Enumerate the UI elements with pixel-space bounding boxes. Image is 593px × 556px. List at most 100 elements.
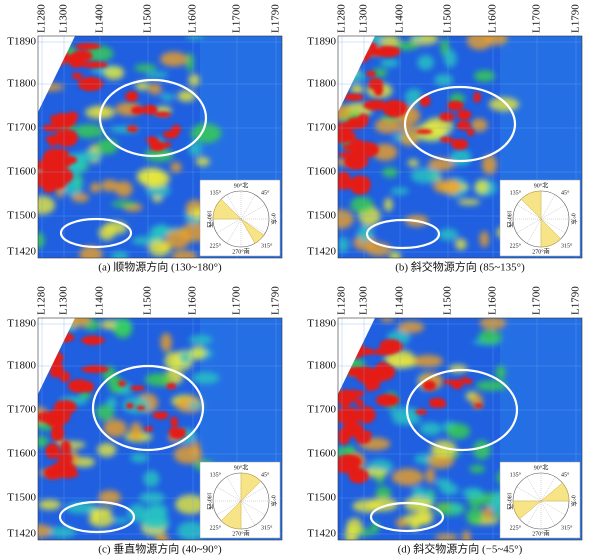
highlight-ellipse (369, 501, 445, 533)
y-label: T1500 (7, 210, 36, 222)
map-frame (337, 35, 583, 259)
x-label: L1500 (142, 286, 154, 315)
y-label: T1500 (307, 492, 336, 504)
x-label: L1700 (231, 286, 243, 315)
rose-label: 180°西 (506, 210, 513, 227)
x-label: L1280 (36, 4, 48, 33)
panel-caption: (c) 垂直物源方向 (40~90°) (98, 542, 222, 556)
x-label: L1500 (142, 4, 154, 33)
y-label: T1420 (307, 528, 336, 540)
rose-diagram: 90°北 45° 135° 225° 270°南 315° 180°西 0°东 (199, 179, 281, 257)
panel: L1280 L1300 L1400 L1500 L1600 L1700 L1790 T1890… (307, 4, 583, 274)
x-label: L1700 (531, 4, 543, 33)
rose-label: 135° (210, 189, 222, 196)
y-label: T1890 (7, 36, 36, 48)
rose-label: 0°东 (570, 213, 578, 224)
rose-label: 90°北 (534, 463, 548, 471)
highlight-ellipse (91, 364, 205, 452)
x-label: L1280 (336, 4, 348, 33)
rose-petal (240, 472, 262, 502)
y-label: T1890 (7, 318, 36, 330)
rose-label: 0°东 (270, 213, 278, 224)
y-label: T1890 (307, 36, 336, 48)
highlight-ellipse (58, 500, 136, 534)
y-label: T1420 (7, 528, 36, 540)
x-label: L1500 (442, 286, 454, 315)
y-label: T1600 (307, 448, 336, 460)
x-label: L1790 (270, 286, 282, 315)
highlight-ellipse (365, 218, 441, 250)
y-label: T1500 (7, 492, 36, 504)
y-label: T1800 (7, 360, 36, 372)
rose-label: 45° (261, 471, 270, 478)
y-label: T1420 (307, 246, 336, 258)
x-label: L1700 (231, 4, 243, 33)
x-label: L1400 (94, 286, 106, 315)
x-label: L1400 (394, 286, 406, 315)
rose-label: 225° (510, 242, 522, 249)
rose-label: 225° (210, 524, 222, 531)
y-label: T1600 (307, 166, 336, 178)
rose-label: 0°东 (570, 495, 578, 506)
rose-label: 135° (510, 471, 522, 478)
x-label: L1280 (336, 286, 348, 315)
rose-label: 90°北 (234, 463, 248, 471)
highlight-ellipse (405, 368, 519, 452)
x-label: L1300 (358, 286, 370, 315)
rose-label: 45° (561, 189, 570, 196)
rose-label: 315° (561, 242, 573, 249)
rose-label: 180°西 (206, 492, 213, 509)
rose-diagram: 90°北 45° 135° 225° 270°南 315° 180°西 0°东 (499, 179, 581, 257)
panel: L1280 L1300 L1400 L1500 L1600 L1700 L1790 T1890… (7, 286, 283, 556)
rose-label: 270°南 (232, 529, 249, 537)
highlight-ellipse (59, 217, 133, 249)
rose-label: 45° (561, 471, 570, 478)
rose-label: 180°西 (206, 210, 213, 227)
rose-diagram: 90°北 45° 135° 225° 270°南 315° 180°西 0°东 (499, 461, 581, 539)
x-label: L1400 (94, 4, 106, 33)
x-label: L1700 (531, 286, 543, 315)
y-label: T1500 (307, 210, 336, 222)
rose-label: 180°西 (506, 492, 513, 509)
map-frame (37, 317, 283, 541)
rose-label: 315° (561, 524, 573, 531)
highlight-ellipse (98, 78, 208, 158)
rose-label: 90°北 (534, 181, 548, 189)
highlight-ellipse (403, 85, 517, 163)
rose-petal (520, 190, 542, 220)
x-label: L1600 (487, 286, 499, 315)
rose-label: 0°东 (270, 495, 278, 506)
x-label: L1790 (270, 4, 282, 33)
y-label: T1800 (7, 78, 36, 90)
map-frame (37, 35, 283, 259)
map-frame (337, 317, 583, 541)
rose-label: 270°南 (232, 247, 249, 255)
x-label: L1790 (570, 286, 582, 315)
x-label: L1500 (442, 4, 454, 33)
rose-label: 225° (210, 242, 222, 249)
x-label: L1600 (487, 4, 499, 33)
rose-label: 90°北 (234, 181, 248, 189)
rose-label: 315° (261, 242, 273, 249)
x-label: L1300 (58, 4, 70, 33)
y-label: T1700 (307, 122, 336, 134)
rose-petal (512, 500, 542, 520)
rose-label: 270°南 (532, 247, 549, 255)
x-label: L1300 (58, 286, 70, 315)
x-label: L1280 (36, 286, 48, 315)
map-image (338, 36, 582, 258)
y-label: T1700 (7, 404, 36, 416)
y-label: T1600 (7, 166, 36, 178)
y-label: T1700 (7, 122, 36, 134)
panel-caption: (a) 顺物源方向 (130~180°) (98, 260, 222, 274)
y-label: T1800 (307, 78, 336, 90)
rose-label: 225° (510, 524, 522, 531)
y-label: T1890 (307, 318, 336, 330)
x-label: L1400 (394, 4, 406, 33)
y-label: T1800 (307, 360, 336, 372)
rose-diagram: 90°北 45° 135° 225° 270°南 315° 180°西 0°东 (199, 461, 281, 539)
panel-caption: (b) 斜交物源方向 (85~135°) (395, 260, 525, 274)
rose-label: 135° (210, 471, 222, 478)
y-label: T1700 (307, 404, 336, 416)
